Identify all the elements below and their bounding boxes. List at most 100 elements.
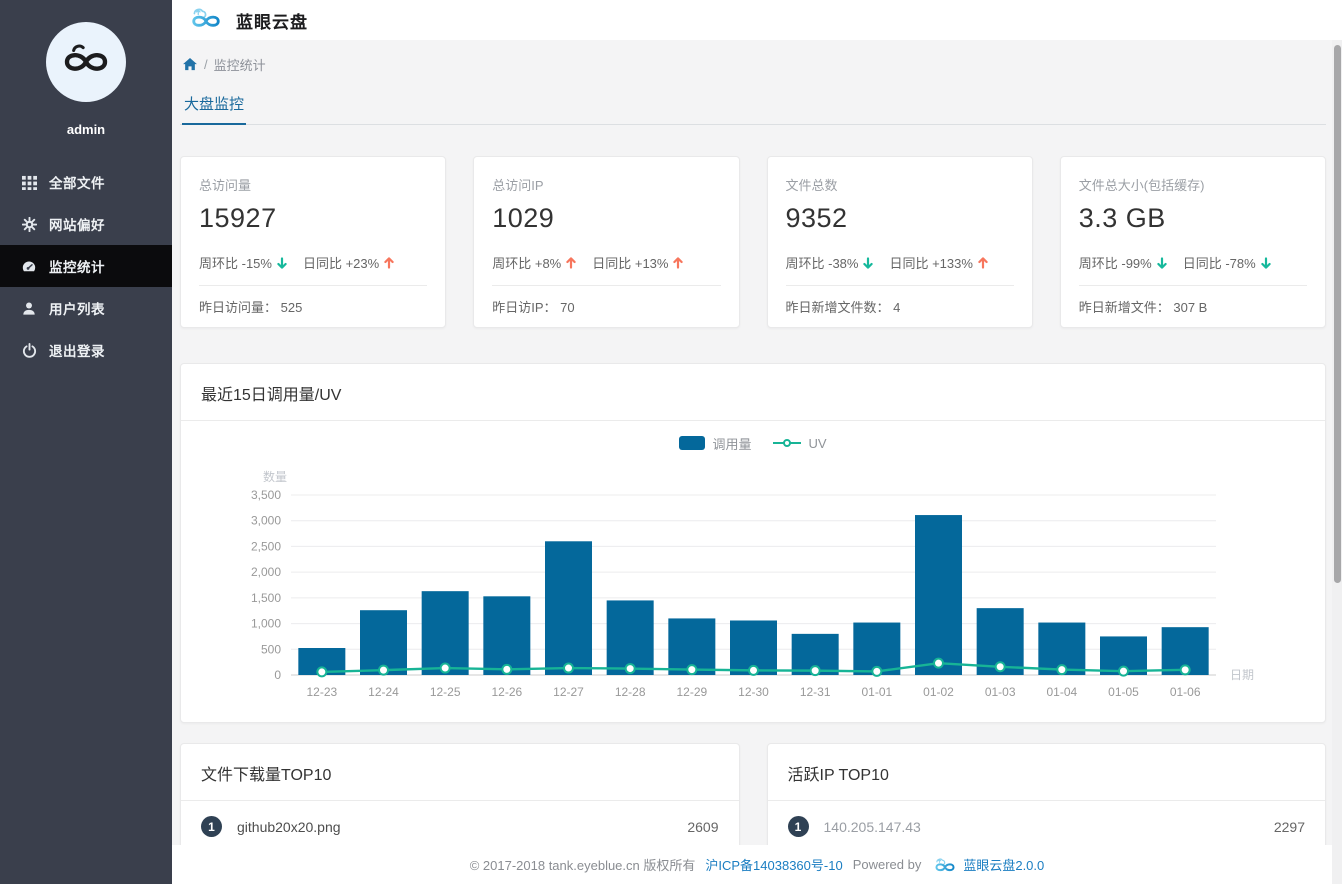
divider	[785, 285, 1014, 286]
legend-line-swatch	[773, 439, 802, 447]
rank-badge: 1	[787, 816, 809, 837]
legend-label: UV	[808, 435, 827, 451]
svg-text:3,500: 3,500	[251, 488, 281, 502]
stat-value: 9352	[785, 203, 848, 233]
svg-text:数量: 数量	[263, 469, 287, 484]
legend-item-bars[interactable]: 调用量	[679, 434, 751, 453]
arrow-down-icon	[1157, 256, 1167, 269]
svg-text:12-25: 12-25	[430, 685, 461, 699]
svg-text:12-23: 12-23	[306, 685, 337, 699]
list-item: 1 140.205.147.43 2297	[768, 801, 1326, 852]
svg-text:3,000: 3,000	[251, 514, 281, 528]
uv-chart-svg: 数量 0 500 1,000 1,500 2,000 2,500 3,000 3,500 12-2…	[251, 469, 1254, 699]
list-title: 文件下载量TOP10	[181, 744, 739, 801]
footer-logo-icon	[931, 856, 959, 874]
sidebar-item-power[interactable]: 退出登录	[0, 329, 172, 371]
metric-text: 周环比 -15%	[199, 256, 272, 271]
breadcrumb-separator: /	[204, 57, 208, 72]
sidebar-item-user[interactable]: 用户列表	[0, 287, 172, 329]
arrow-down-icon	[277, 256, 287, 269]
sidebar-item-gear[interactable]: 网站偏好	[0, 203, 172, 245]
dashboard-icon	[21, 258, 37, 274]
stat-card-1: 总访问IP 1029 周环比 +8% 日同比 +13% 昨日访IP： 70	[473, 156, 740, 328]
sidebar-item-dashboard[interactable]: 监控统计	[0, 245, 172, 287]
stat-footnote: 昨日新增文件数： 4	[785, 300, 901, 315]
username: admin	[66, 122, 106, 137]
svg-text:500: 500	[261, 642, 281, 656]
avatar	[46, 22, 126, 102]
sidebar-item-label: 用户列表	[49, 302, 105, 317]
divider	[1078, 285, 1307, 286]
footer-brand-link[interactable]: 蓝眼云盘2.0.0	[963, 858, 1045, 873]
arrow-down-icon	[863, 256, 874, 269]
footer-powered-by: Powered by	[852, 857, 922, 872]
stat-value: 1029	[492, 203, 555, 233]
metric-text: 周环比 +8%	[492, 256, 562, 271]
metric: 日同比 +133%	[889, 253, 988, 272]
metric: 日同比 -78%	[1183, 253, 1271, 272]
stat-label: 文件总数	[785, 178, 838, 193]
svg-text:0: 0	[274, 668, 281, 682]
topbar: 蓝眼云盘	[172, 0, 1342, 40]
sidebar-item-label: 退出登录	[49, 344, 105, 359]
arrow-up-icon	[673, 256, 684, 269]
legend-item-line[interactable]: UV	[773, 435, 827, 451]
footer: © 2017-2018 tank.eyeblue.cn 版权所有 沪ICP备14…	[172, 845, 1342, 884]
sidebar-item-grid[interactable]: 全部文件	[0, 161, 172, 203]
svg-text:日期: 日期	[1230, 668, 1254, 682]
svg-text:1,500: 1,500	[251, 591, 281, 605]
grid-icon	[21, 174, 37, 190]
arrow-down-icon	[1260, 256, 1271, 269]
home-icon[interactable]	[183, 58, 197, 71]
list-title: 活跃IP TOP10	[767, 744, 1325, 801]
metric-text: 日同比 +13%	[592, 256, 669, 271]
stat-metrics: 周环比 -15% 日同比 +23%	[199, 253, 427, 272]
metric-text: 日同比 +133%	[889, 256, 973, 271]
chart-card: 最近15日调用量/UV 调用量 UV 数量 0 500 1,000 1,500 2,000 2…	[180, 363, 1326, 723]
legend-label: 调用量	[712, 436, 752, 452]
stat-metrics: 周环比 -99% 日同比 -78%	[1079, 253, 1307, 272]
list-item: 1 github20x20.png 2609	[181, 801, 739, 852]
scrollbar-thumb[interactable]	[1333, 45, 1341, 583]
svg-text:2,500: 2,500	[251, 539, 281, 553]
item-value: 2609	[687, 818, 719, 835]
gear-icon	[21, 216, 37, 232]
stat-metrics: 周环比 -38% 日同比 +133%	[786, 253, 1014, 272]
metric: 周环比 -38%	[786, 253, 874, 272]
metric: 日同比 +13%	[592, 253, 684, 272]
svg-text:01-04: 01-04	[1046, 685, 1077, 699]
user-icon	[21, 300, 37, 316]
stat-cards: 总访问量 15927 周环比 -15% 日同比 +23% 昨日访问量： 525 总访问IP…	[180, 156, 1326, 328]
svg-text:01-06: 01-06	[1170, 685, 1201, 699]
svg-text:2,000: 2,000	[251, 565, 281, 579]
metric-text: 周环比 -99%	[1078, 256, 1152, 271]
footer-icp-link[interactable]: 沪ICP备14038360号-10	[705, 858, 843, 873]
rank-badge: 1	[201, 816, 222, 837]
tab-dashboard-monitor[interactable]: 大盘监控	[182, 93, 247, 125]
item-value: 2297	[1273, 818, 1305, 835]
stat-card-0: 总访问量 15927 周环比 -15% 日同比 +23% 昨日访问量： 525	[180, 156, 447, 328]
metric-text: 日同比 -78%	[1182, 256, 1256, 271]
brand-knot-icon	[57, 41, 115, 84]
footer-copyright: © 2017-2018 tank.eyeblue.cn 版权所有	[469, 858, 696, 873]
stat-footnote: 昨日新增文件： 307 B	[1078, 300, 1208, 315]
svg-text:12-30: 12-30	[738, 685, 769, 699]
breadcrumb: / 监控统计	[183, 55, 1326, 74]
svg-text:12-26: 12-26	[491, 685, 522, 699]
stat-label: 文件总大小(包括缓存)	[1078, 178, 1205, 193]
item-name: github20x20.png	[237, 818, 341, 835]
stat-value: 3.3 GB	[1078, 203, 1166, 233]
legend-bar-swatch	[679, 436, 706, 450]
sidebar-item-label: 监控统计	[49, 260, 105, 275]
arrow-up-icon	[384, 256, 394, 269]
svg-text:12-27: 12-27	[553, 685, 584, 699]
svg-text:12-28: 12-28	[615, 685, 646, 699]
chart-legend: 调用量 UV	[181, 421, 1325, 465]
metric-text: 周环比 -38%	[785, 256, 859, 271]
stat-label: 总访问量	[199, 178, 252, 193]
sidebar-item-label: 网站偏好	[49, 218, 105, 233]
metric: 周环比 -15%	[199, 253, 287, 272]
svg-text:1,000: 1,000	[251, 617, 281, 631]
item-name: 140.205.147.43	[823, 818, 921, 835]
scrollbar-track[interactable]	[1332, 40, 1342, 884]
